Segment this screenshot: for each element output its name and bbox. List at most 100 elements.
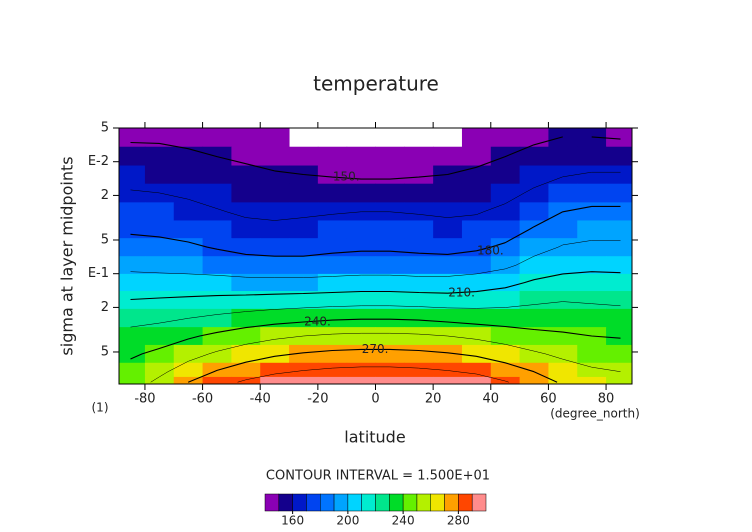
field-cell	[490, 165, 521, 185]
contour-label: 270.	[362, 342, 389, 356]
field-cell	[461, 344, 492, 364]
field-cell	[606, 376, 633, 385]
field-cell	[317, 291, 348, 310]
field-cell	[346, 183, 376, 203]
field-cell	[433, 291, 463, 310]
field-cell	[144, 256, 175, 275]
field-cell	[317, 146, 348, 167]
field-cell	[231, 344, 261, 364]
field-cell	[519, 183, 549, 203]
field-cell	[404, 238, 434, 257]
field-cell	[404, 376, 434, 385]
field-cell	[346, 273, 376, 292]
field-cell	[433, 327, 463, 346]
field-cell	[375, 220, 405, 239]
field-cell	[404, 128, 433, 147]
x-axis-label: latitude	[344, 428, 405, 447]
field-cell	[317, 165, 348, 185]
colorbar-bin	[333, 493, 349, 512]
field-cell	[461, 273, 492, 292]
field-cell	[519, 146, 549, 167]
field-cell	[231, 327, 261, 346]
field-cell	[577, 376, 607, 385]
x-tick-label: 40	[483, 392, 500, 407]
contour-line	[130, 240, 621, 278]
colorbar-bin	[264, 493, 280, 512]
field-cell	[404, 202, 434, 221]
field-cell	[260, 376, 290, 385]
x-tick-label: 20	[425, 392, 442, 407]
field-cell	[404, 362, 434, 378]
field-cell	[375, 362, 405, 378]
field-cell	[519, 327, 549, 346]
field-cell	[577, 202, 607, 221]
field-cell	[260, 128, 290, 148]
field-cell	[144, 291, 175, 310]
field-cell	[519, 238, 549, 257]
contour-label: 210.	[448, 286, 475, 300]
field-cell	[202, 327, 232, 346]
field-cell	[173, 256, 204, 275]
field-cell	[260, 238, 290, 257]
field-cell	[490, 362, 521, 378]
field-cell	[202, 220, 232, 239]
field-cell	[202, 165, 232, 185]
field-cell	[519, 362, 549, 378]
field-cell	[490, 256, 521, 275]
field-cell	[119, 165, 146, 185]
field-cell	[548, 376, 578, 385]
field-cell	[346, 291, 376, 310]
field-cell	[231, 273, 261, 292]
field-cell	[490, 273, 521, 292]
field-cell	[317, 273, 348, 292]
field-cell	[202, 376, 232, 385]
field-cell	[144, 238, 175, 257]
field-cell	[490, 128, 521, 148]
field-cell	[119, 344, 146, 364]
field-cell	[119, 376, 146, 385]
field-cell	[404, 273, 434, 292]
field-cell	[317, 376, 348, 385]
field-cell	[375, 238, 405, 257]
y-tick-label: E-1	[88, 266, 109, 281]
field-cell	[375, 256, 405, 275]
field-cell	[577, 238, 607, 257]
field-cell	[606, 238, 633, 257]
field-cell	[317, 238, 348, 257]
field-cell	[433, 202, 463, 221]
field	[119, 128, 633, 385]
colorbar-bin	[361, 493, 376, 512]
field-cell	[260, 344, 290, 364]
field-cell	[519, 165, 549, 185]
field-cell	[490, 308, 521, 328]
field-cell	[289, 128, 318, 147]
field-cell	[577, 362, 607, 378]
colorbar-bin	[430, 493, 445, 512]
field-cell	[317, 183, 348, 203]
contour-line	[187, 348, 558, 383]
y-tick-label: E-2	[88, 154, 109, 169]
field-cell	[260, 362, 290, 378]
field-cell	[461, 128, 492, 148]
colorbar-bin	[416, 493, 431, 512]
colorbar-bin	[306, 493, 321, 512]
field-cell	[433, 183, 463, 203]
field-cell	[173, 291, 204, 310]
field-cell	[318, 128, 347, 147]
field-cell	[404, 344, 434, 364]
field-cell	[260, 146, 290, 167]
field-cell	[231, 256, 261, 275]
field-cell	[461, 183, 492, 203]
colorbar-bin	[278, 493, 293, 512]
field-cell	[404, 220, 434, 239]
field-cell	[519, 220, 549, 239]
colorbar-bin	[458, 493, 473, 512]
field-cell	[173, 128, 204, 148]
field-cell	[577, 308, 607, 328]
field-cell	[317, 308, 348, 328]
field-cell	[317, 202, 348, 221]
field-cell	[289, 183, 319, 203]
field-cell	[490, 183, 521, 203]
colorbar-bin	[320, 493, 335, 512]
field-cell	[119, 128, 146, 148]
